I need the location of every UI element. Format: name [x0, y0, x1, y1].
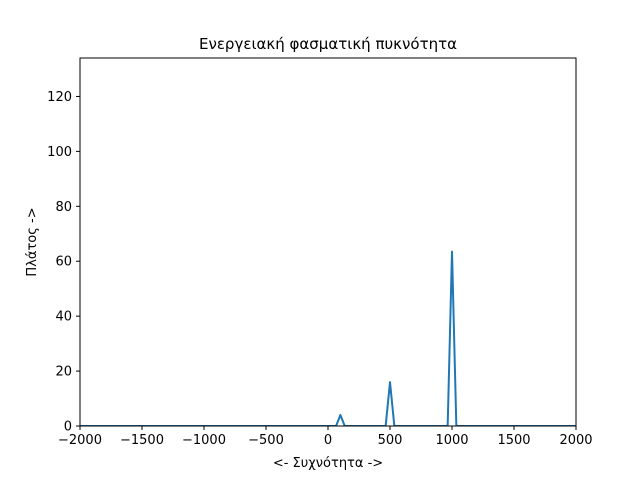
- y-tick-label: 100: [47, 145, 72, 160]
- y-tick-label: 20: [55, 365, 72, 380]
- axes-frame: [79, 57, 577, 427]
- x-axis-label: <- Συχνότητα ->: [273, 456, 383, 471]
- y-axis-label: Πλάτος ->: [25, 207, 40, 276]
- x-tick-label: 1500: [497, 433, 530, 448]
- x-tick-label: 2000: [559, 433, 592, 448]
- x-tick-label: 1000: [435, 433, 468, 448]
- x-tick-label: 0: [324, 433, 332, 448]
- y-tick-label: 120: [47, 90, 72, 105]
- y-tick-label: 80: [55, 200, 72, 215]
- x-tick-label: 500: [378, 433, 403, 448]
- plot-area: [80, 250, 576, 426]
- y-tick-label: 0: [64, 420, 72, 435]
- x-tick-label: −2000: [58, 433, 102, 448]
- x-tick-label: −500: [248, 433, 284, 448]
- x-tick-label: −1500: [120, 433, 164, 448]
- y-tick-label: 60: [55, 255, 72, 270]
- x-tick-label: −1000: [182, 433, 226, 448]
- series-line-0: [80, 250, 576, 426]
- chart-title: Ενεργειακή φασματική πυκνότητα: [199, 35, 457, 53]
- axes: −2000 −1500 −1000 −500 0 500 1000 1500 2000 0 20 40…: [47, 57, 593, 448]
- y-tick-label: 40: [55, 310, 72, 325]
